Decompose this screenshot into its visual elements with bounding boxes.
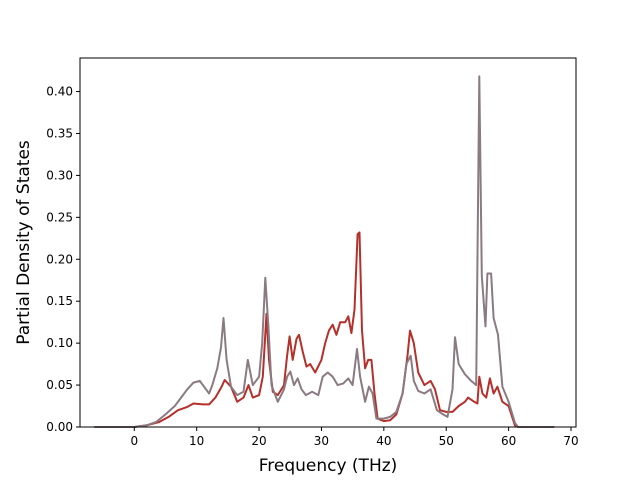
plot-area bbox=[94, 75, 555, 428]
x-tick-label: 20 bbox=[251, 434, 266, 448]
x-tick-label: 50 bbox=[439, 434, 454, 448]
y-axis: 0.00 0.05 0.10 0.15 0.20 0.25 0.30 0.35 0.40 bbox=[46, 85, 80, 434]
y-tick-label: 0.15 bbox=[46, 294, 73, 308]
x-tick-label: 10 bbox=[189, 434, 204, 448]
x-tick-label: 40 bbox=[376, 434, 391, 448]
y-tick-label: 0.20 bbox=[46, 252, 73, 266]
x-tick-label: 60 bbox=[501, 434, 516, 448]
y-axis-label: Partial Density of States bbox=[14, 140, 34, 345]
y-tick-label: 0.30 bbox=[46, 168, 73, 182]
y-tick-label: 0.00 bbox=[46, 420, 73, 434]
x-axis-label: Frequency (THz) bbox=[259, 456, 398, 476]
y-tick-label: 0.05 bbox=[46, 378, 73, 392]
x-axis: 0 10 20 30 40 50 60 70 bbox=[130, 427, 579, 448]
y-tick-label: 0.10 bbox=[46, 336, 73, 350]
x-tick-label: 0 bbox=[130, 434, 138, 448]
x-tick-label: 30 bbox=[314, 434, 329, 448]
y-tick-label: 0.35 bbox=[46, 126, 73, 140]
x-tick-label: 70 bbox=[563, 434, 578, 448]
y-tick-label: 0.25 bbox=[46, 210, 73, 224]
series-line-2 bbox=[94, 75, 555, 428]
axes-frame bbox=[79, 57, 577, 428]
series-line-1 bbox=[94, 231, 555, 428]
y-tick-label: 0.40 bbox=[46, 85, 73, 99]
